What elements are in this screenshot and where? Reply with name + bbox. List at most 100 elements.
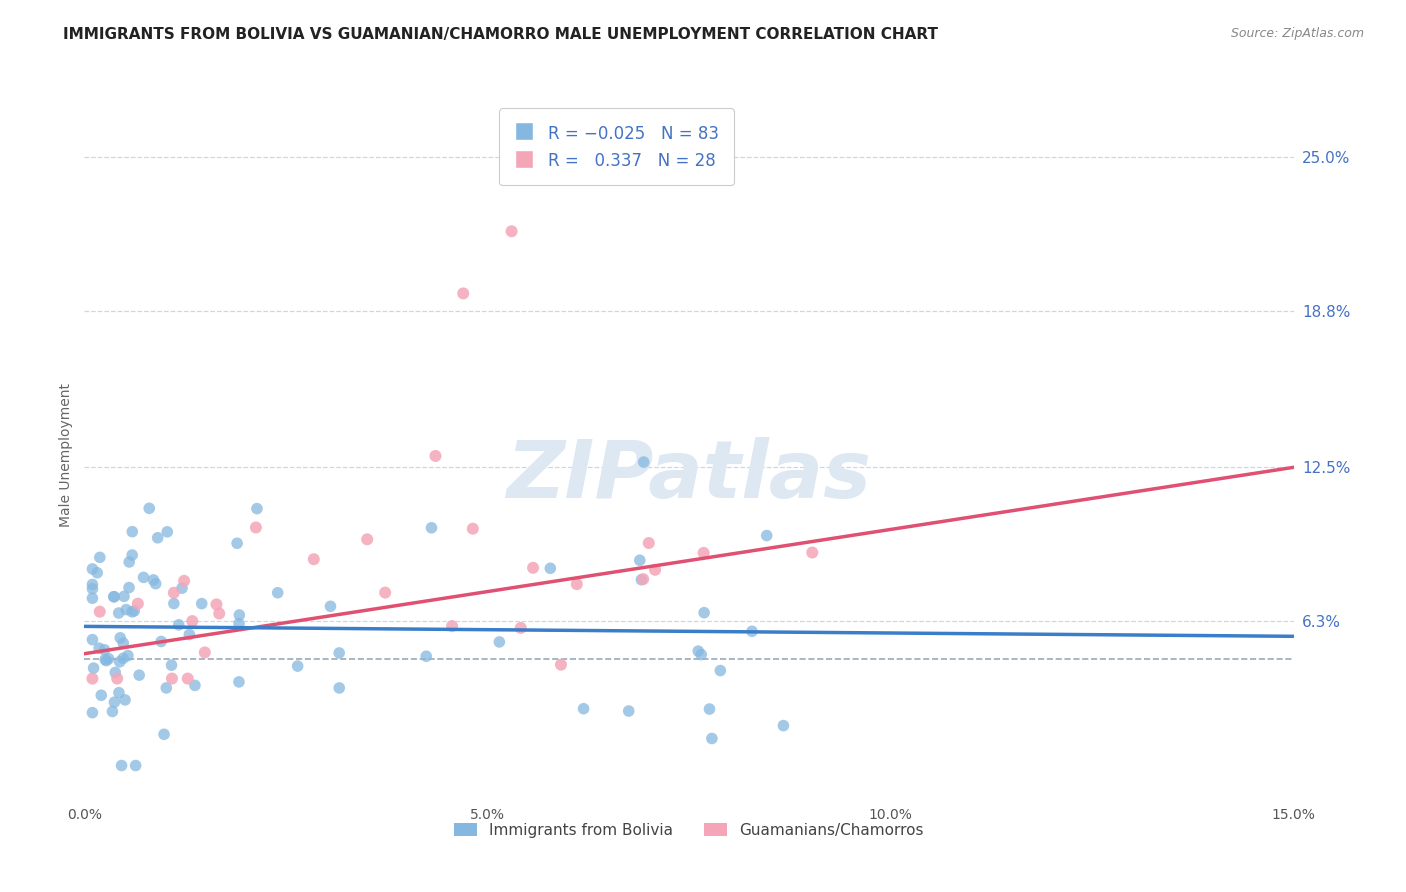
Point [82,591,104,606]
Text: Source: ZipAtlas.com: Source: ZipAtlas.com [1230,27,1364,40]
Point [194,645,217,659]
Point [121,548,143,562]
Point [572,701,595,715]
Point [693,606,716,620]
Point [538,561,561,575]
Point [104,665,127,680]
Point [700,731,723,746]
Point [96,654,118,668]
Point [741,624,763,639]
Point [245,520,267,534]
Point [107,606,129,620]
Point [772,718,794,732]
Point [163,597,186,611]
Point [425,449,447,463]
Point [108,655,131,669]
Point [488,635,510,649]
Point [89,550,111,565]
Point [177,672,200,686]
Point [170,581,193,595]
Point [145,576,167,591]
Point [501,224,523,238]
Point [112,636,135,650]
Point [82,582,104,596]
Point [328,681,350,695]
Point [173,574,195,588]
Point [82,672,104,686]
Point [160,672,183,686]
Point [86,566,108,580]
Point [644,563,666,577]
Point [637,536,659,550]
Point [122,604,145,618]
Point [118,555,141,569]
Point [103,695,125,709]
Point [163,585,186,599]
Text: IMMIGRANTS FROM BOLIVIA VS GUAMANIAN/CHAMORRO MALE UNEMPLOYMENT CORRELATION CHAR: IMMIGRANTS FROM BOLIVIA VS GUAMANIAN/CHA… [63,27,938,42]
Point [522,561,544,575]
Point [633,455,655,469]
Point [124,758,146,772]
Point [153,727,176,741]
Point [374,585,396,599]
Point [302,552,325,566]
Point [228,674,250,689]
Text: ZIPatlas: ZIPatlas [506,437,872,515]
Point [208,607,231,621]
Point [82,562,104,576]
Point [114,693,136,707]
Point [83,661,105,675]
Point [692,546,714,560]
Point [89,605,111,619]
Point [82,706,104,720]
Point [132,570,155,584]
Point [267,586,290,600]
Point [156,524,179,539]
Point [205,598,228,612]
Point [82,577,104,591]
Point [110,758,132,772]
Point [105,672,128,686]
Point [108,631,131,645]
Point [115,602,138,616]
Point [93,642,115,657]
Point [228,616,250,631]
Y-axis label: Male Unemployment: Male Unemployment [59,383,73,527]
Point [142,573,165,587]
Point [630,573,652,587]
Point [287,659,309,673]
Point [628,553,651,567]
Point [415,649,437,664]
Point [150,634,173,648]
Point [103,590,125,604]
Point [709,664,731,678]
Point [509,621,531,635]
Point [82,632,104,647]
Point [179,627,201,641]
Point [699,702,721,716]
Point [127,597,149,611]
Point [155,681,177,695]
Point [190,597,212,611]
Point [101,705,124,719]
Point [461,522,484,536]
Point [181,614,204,628]
Point [160,658,183,673]
Point [441,619,464,633]
Point [108,686,131,700]
Point [118,581,141,595]
Point [146,531,169,545]
Point [246,501,269,516]
Point [690,648,713,662]
Point [112,590,135,604]
Legend: Immigrants from Bolivia, Guamanians/Chamorros: Immigrants from Bolivia, Guamanians/Cham… [449,816,929,844]
Point [688,644,710,658]
Point [184,678,207,692]
Point [617,704,640,718]
Point [94,652,117,666]
Point [228,607,250,622]
Point [550,657,572,672]
Point [328,646,350,660]
Point [97,651,120,665]
Point [226,536,249,550]
